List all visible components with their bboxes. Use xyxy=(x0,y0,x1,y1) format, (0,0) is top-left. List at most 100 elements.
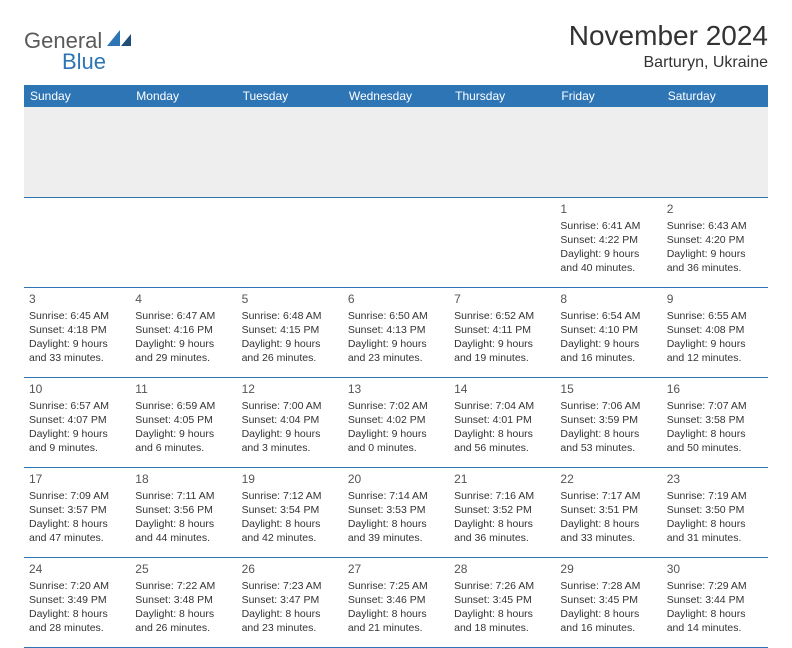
sunset-text: Sunset: 3:44 PM xyxy=(667,593,763,607)
calendar-cell: 17Sunrise: 7:09 AMSunset: 3:57 PMDayligh… xyxy=(24,467,130,557)
sunrise-text: Sunrise: 7:23 AM xyxy=(242,579,338,593)
sunrise-text: Sunrise: 6:59 AM xyxy=(135,399,231,413)
calendar-cell: 7Sunrise: 6:52 AMSunset: 4:11 PMDaylight… xyxy=(449,287,555,377)
day-number: 3 xyxy=(29,291,125,307)
daylight-text: Daylight: 8 hours and 56 minutes. xyxy=(454,427,550,455)
calendar-cell: 4Sunrise: 6:47 AMSunset: 4:16 PMDaylight… xyxy=(130,287,236,377)
brand-text: General Blue xyxy=(24,30,133,73)
daylight-text: Daylight: 8 hours and 21 minutes. xyxy=(348,607,444,635)
sunrise-text: Sunrise: 7:07 AM xyxy=(667,399,763,413)
calendar-cell: 6Sunrise: 6:50 AMSunset: 4:13 PMDaylight… xyxy=(343,287,449,377)
weekday-header: Monday xyxy=(130,85,236,107)
sunrise-text: Sunrise: 6:52 AM xyxy=(454,309,550,323)
daylight-text: Daylight: 8 hours and 50 minutes. xyxy=(667,427,763,455)
day-number: 16 xyxy=(667,381,763,397)
day-number: 8 xyxy=(560,291,656,307)
sunrise-text: Sunrise: 7:16 AM xyxy=(454,489,550,503)
daylight-text: Daylight: 9 hours and 40 minutes. xyxy=(560,247,656,275)
sunset-text: Sunset: 3:45 PM xyxy=(560,593,656,607)
sunset-text: Sunset: 3:47 PM xyxy=(242,593,338,607)
daylight-text: Daylight: 8 hours and 44 minutes. xyxy=(135,517,231,545)
daylight-text: Daylight: 9 hours and 9 minutes. xyxy=(29,427,125,455)
calendar-cell: 20Sunrise: 7:14 AMSunset: 3:53 PMDayligh… xyxy=(343,467,449,557)
header: General Blue November 2024 Barturyn, Ukr… xyxy=(24,20,768,73)
calendar-cell: 22Sunrise: 7:17 AMSunset: 3:51 PMDayligh… xyxy=(555,467,661,557)
sunset-text: Sunset: 4:20 PM xyxy=(667,233,763,247)
sunset-text: Sunset: 4:01 PM xyxy=(454,413,550,427)
calendar-cell xyxy=(449,197,555,287)
sunrise-text: Sunrise: 6:41 AM xyxy=(560,219,656,233)
daylight-text: Daylight: 9 hours and 6 minutes. xyxy=(135,427,231,455)
brand-line2: Blue xyxy=(62,51,133,73)
calendar-cell: 9Sunrise: 6:55 AMSunset: 4:08 PMDaylight… xyxy=(662,287,768,377)
sunset-text: Sunset: 3:46 PM xyxy=(348,593,444,607)
daylight-text: Daylight: 8 hours and 53 minutes. xyxy=(560,427,656,455)
daylight-text: Daylight: 9 hours and 0 minutes. xyxy=(348,427,444,455)
day-number: 9 xyxy=(667,291,763,307)
daylight-text: Daylight: 8 hours and 31 minutes. xyxy=(667,517,763,545)
sunrise-text: Sunrise: 7:26 AM xyxy=(454,579,550,593)
calendar-cell: 30Sunrise: 7:29 AMSunset: 3:44 PMDayligh… xyxy=(662,557,768,647)
sunset-text: Sunset: 3:59 PM xyxy=(560,413,656,427)
calendar-cell: 25Sunrise: 7:22 AMSunset: 3:48 PMDayligh… xyxy=(130,557,236,647)
day-number: 26 xyxy=(242,561,338,577)
weekday-header-row: SundayMondayTuesdayWednesdayThursdayFrid… xyxy=(24,85,768,107)
sunset-text: Sunset: 4:02 PM xyxy=(348,413,444,427)
weekday-header: Thursday xyxy=(449,85,555,107)
daylight-text: Daylight: 9 hours and 26 minutes. xyxy=(242,337,338,365)
day-number: 29 xyxy=(560,561,656,577)
sunset-text: Sunset: 3:58 PM xyxy=(667,413,763,427)
calendar-cell: 24Sunrise: 7:20 AMSunset: 3:49 PMDayligh… xyxy=(24,557,130,647)
daylight-text: Daylight: 8 hours and 26 minutes. xyxy=(135,607,231,635)
calendar-cell: 18Sunrise: 7:11 AMSunset: 3:56 PMDayligh… xyxy=(130,467,236,557)
location-label: Barturyn, Ukraine xyxy=(569,54,768,72)
sunrise-text: Sunrise: 7:02 AM xyxy=(348,399,444,413)
sunset-text: Sunset: 3:48 PM xyxy=(135,593,231,607)
day-number: 28 xyxy=(454,561,550,577)
sunrise-text: Sunrise: 7:12 AM xyxy=(242,489,338,503)
weekday-header: Saturday xyxy=(662,85,768,107)
brand-logo: General Blue xyxy=(24,30,133,73)
day-number: 15 xyxy=(560,381,656,397)
day-number: 25 xyxy=(135,561,231,577)
day-number: 13 xyxy=(348,381,444,397)
calendar-cell xyxy=(343,197,449,287)
calendar-cell: 8Sunrise: 6:54 AMSunset: 4:10 PMDaylight… xyxy=(555,287,661,377)
sunrise-text: Sunrise: 6:57 AM xyxy=(29,399,125,413)
day-number: 17 xyxy=(29,471,125,487)
sunset-text: Sunset: 4:11 PM xyxy=(454,323,550,337)
sunset-text: Sunset: 3:53 PM xyxy=(348,503,444,517)
calendar-cell: 19Sunrise: 7:12 AMSunset: 3:54 PMDayligh… xyxy=(237,467,343,557)
sunrise-text: Sunrise: 7:25 AM xyxy=(348,579,444,593)
calendar-row: 1Sunrise: 6:41 AMSunset: 4:22 PMDaylight… xyxy=(24,197,768,287)
sunset-text: Sunset: 3:54 PM xyxy=(242,503,338,517)
day-number: 20 xyxy=(348,471,444,487)
sunrise-text: Sunrise: 7:20 AM xyxy=(29,579,125,593)
calendar-cell xyxy=(237,197,343,287)
sunset-text: Sunset: 4:05 PM xyxy=(135,413,231,427)
sunset-text: Sunset: 4:07 PM xyxy=(29,413,125,427)
sunset-text: Sunset: 3:57 PM xyxy=(29,503,125,517)
day-number: 5 xyxy=(242,291,338,307)
sunset-text: Sunset: 4:18 PM xyxy=(29,323,125,337)
sunrise-text: Sunrise: 7:28 AM xyxy=(560,579,656,593)
sunset-text: Sunset: 3:50 PM xyxy=(667,503,763,517)
daylight-text: Daylight: 8 hours and 33 minutes. xyxy=(560,517,656,545)
daylight-text: Daylight: 9 hours and 12 minutes. xyxy=(667,337,763,365)
daylight-text: Daylight: 8 hours and 42 minutes. xyxy=(242,517,338,545)
sail-icon xyxy=(107,30,133,53)
calendar-cell xyxy=(130,197,236,287)
page-title: November 2024 xyxy=(569,20,768,52)
sunset-text: Sunset: 3:52 PM xyxy=(454,503,550,517)
sunset-text: Sunset: 4:08 PM xyxy=(667,323,763,337)
calendar-cell: 3Sunrise: 6:45 AMSunset: 4:18 PMDaylight… xyxy=(24,287,130,377)
weekday-header: Friday xyxy=(555,85,661,107)
calendar-cell: 10Sunrise: 6:57 AMSunset: 4:07 PMDayligh… xyxy=(24,377,130,467)
sunset-text: Sunset: 3:49 PM xyxy=(29,593,125,607)
day-number: 11 xyxy=(135,381,231,397)
sunset-text: Sunset: 4:10 PM xyxy=(560,323,656,337)
calendar-row: 10Sunrise: 6:57 AMSunset: 4:07 PMDayligh… xyxy=(24,377,768,467)
daylight-text: Daylight: 9 hours and 16 minutes. xyxy=(560,337,656,365)
sunrise-text: Sunrise: 6:48 AM xyxy=(242,309,338,323)
sunrise-text: Sunrise: 7:19 AM xyxy=(667,489,763,503)
